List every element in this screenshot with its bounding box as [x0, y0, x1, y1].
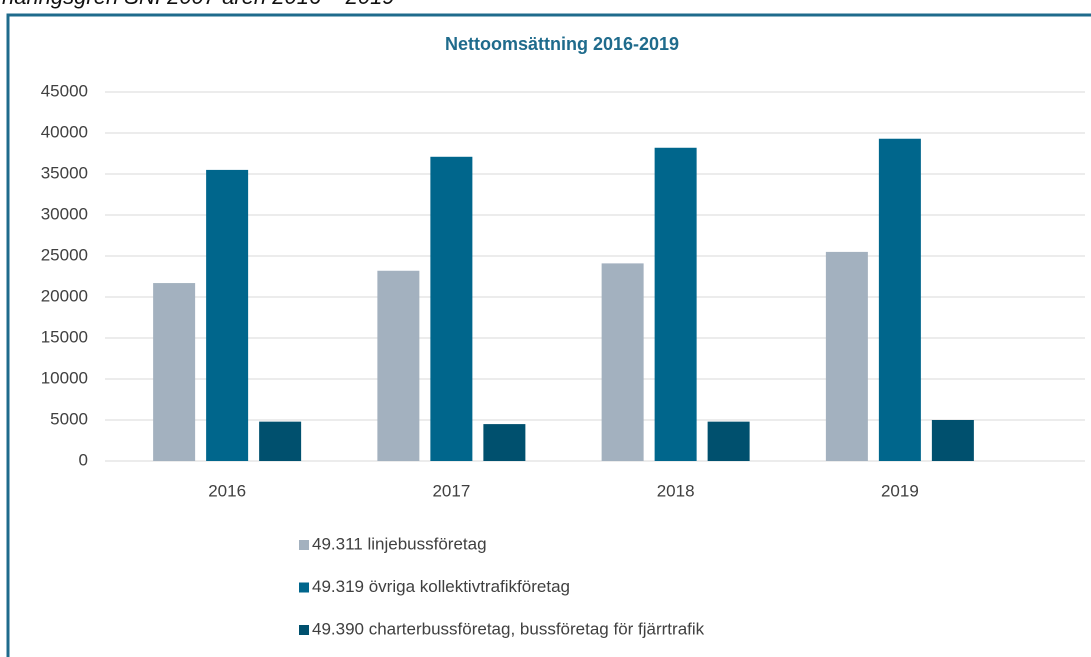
y-tick-label: 15000 — [41, 327, 88, 346]
bar — [259, 421, 302, 461]
bar — [601, 263, 644, 461]
legend-swatch — [299, 625, 309, 635]
y-tick-label: 0 — [79, 450, 88, 469]
legend-label: 49.311 linjebussföretag — [312, 534, 487, 553]
bar — [931, 420, 974, 461]
y-tick-label: 35000 — [41, 163, 88, 182]
x-tick-label: 2017 — [432, 481, 470, 500]
legend-swatch — [299, 582, 309, 593]
bar — [377, 270, 420, 461]
legend-label: 49.390 charterbussföretag, bussföretag f… — [312, 619, 705, 638]
y-tick-label: 10000 — [41, 368, 88, 387]
bar — [430, 156, 473, 461]
frame — [6, 13, 1091, 657]
legend-swatch — [299, 540, 309, 550]
bar — [825, 251, 868, 461]
bar — [654, 147, 697, 461]
caption: näringsgren SNI 2007 åren 2016 – 2019 — [2, 0, 395, 9]
legend-label: 49.319 övriga kollektivtrafikföretag — [312, 577, 570, 596]
bar — [707, 421, 750, 461]
y-tick-label: 40000 — [41, 122, 88, 141]
chart-title: Nettoomsättning 2016-2019 — [445, 34, 679, 54]
y-tick-label: 5000 — [50, 409, 88, 428]
x-tick-label: 2016 — [208, 481, 246, 500]
y-tick-label: 25000 — [41, 245, 88, 264]
x-tick-label: 2019 — [881, 481, 919, 500]
bar — [483, 424, 526, 461]
y-tick-label: 20000 — [41, 286, 88, 305]
x-tick-label: 2018 — [657, 481, 695, 500]
y-tick-label: 30000 — [41, 204, 88, 223]
bar — [206, 169, 249, 461]
bar — [878, 138, 921, 462]
y-tick-label: 45000 — [41, 81, 88, 100]
bar — [153, 283, 196, 461]
